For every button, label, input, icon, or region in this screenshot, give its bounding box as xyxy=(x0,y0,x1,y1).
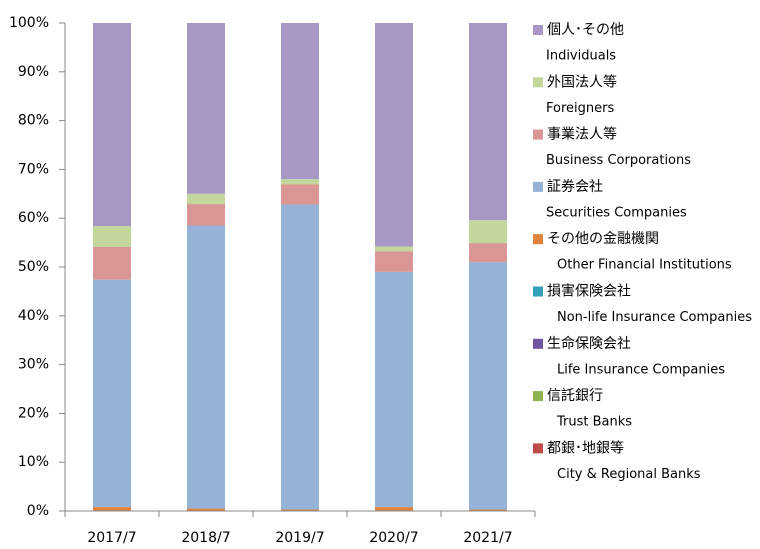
bar-segment xyxy=(469,23,507,221)
bar-segment xyxy=(469,509,507,511)
bar-segment xyxy=(281,179,319,185)
bar-segment xyxy=(93,246,131,280)
x-tick-label: 2018/7 xyxy=(181,530,230,546)
legend-label: 個人･その他 xyxy=(547,22,624,38)
bar-segment xyxy=(281,509,319,511)
legend-label: 都銀･地銀等 xyxy=(547,439,624,456)
legend-label-en: Non-life Insurance Companies xyxy=(557,310,752,325)
legend-swatch xyxy=(533,443,543,454)
bar-segment xyxy=(281,204,319,510)
y-tick-label: 100% xyxy=(9,15,49,31)
bar-segment xyxy=(187,23,225,194)
legend-label-en: Securities Companies xyxy=(546,205,687,220)
bar-segment xyxy=(469,262,507,510)
legend-label-en: City & Regional Banks xyxy=(557,467,701,482)
legend-label-en: Other Financial Institutions xyxy=(557,258,732,273)
legend-swatch xyxy=(533,391,543,402)
y-tick-label: 20% xyxy=(18,405,49,421)
bar-segment xyxy=(375,246,413,252)
legend-label: 損害保険会社 xyxy=(547,284,631,300)
x-tick-label: 2021/7 xyxy=(463,530,512,546)
y-tick-label: 80% xyxy=(18,113,49,129)
bar-segment xyxy=(187,225,225,509)
y-tick-label: 0% xyxy=(27,503,49,519)
legend-swatch xyxy=(533,25,543,35)
bar-segment xyxy=(93,279,131,508)
bar-segment xyxy=(375,23,413,247)
bar-segment xyxy=(469,243,507,263)
legend-label: 証券会社 xyxy=(547,179,603,195)
legend-swatch xyxy=(533,129,543,140)
legend-swatch xyxy=(533,286,543,297)
bar-segment xyxy=(375,507,413,511)
y-tick-label: 40% xyxy=(18,308,49,324)
bar-segment xyxy=(93,507,131,511)
bar-segment xyxy=(93,226,131,247)
x-tick-label: 2019/7 xyxy=(275,530,324,546)
legend-label: 生命保険会社 xyxy=(547,335,631,352)
legend-label-en: Foreigners xyxy=(546,101,614,116)
bar-segment xyxy=(281,184,319,205)
bar-segment xyxy=(375,251,413,272)
bar-segment xyxy=(187,193,225,205)
bar-segment xyxy=(187,204,225,226)
legend-swatch xyxy=(533,234,543,245)
legend-label: 事業法人等 xyxy=(547,126,617,143)
y-tick-label: 30% xyxy=(18,357,49,373)
legend-label: 信託銀行 xyxy=(547,388,603,404)
y-tick-label: 50% xyxy=(18,259,49,275)
legend-swatch xyxy=(533,181,543,192)
legend-swatch xyxy=(533,338,543,349)
legend-label-en: Trust Banks xyxy=(556,415,632,430)
y-tick-label: 70% xyxy=(18,161,49,177)
legend-label: 外国法人等 xyxy=(547,73,617,90)
legend-label-en: Business Corporations xyxy=(546,153,691,168)
x-tick-label: 2017/7 xyxy=(87,530,136,546)
y-tick-label: 10% xyxy=(18,454,49,470)
bar-segment xyxy=(281,23,319,180)
y-tick-label: 90% xyxy=(18,64,49,80)
bar-segment xyxy=(375,271,413,508)
legend-label: その他の金融機関 xyxy=(547,231,659,247)
x-tick-label: 2020/7 xyxy=(369,530,418,546)
bar-segment xyxy=(93,23,131,227)
legend-label-en: Life Insurance Companies xyxy=(557,362,725,377)
bar-segment xyxy=(187,508,225,511)
bar-segment xyxy=(469,220,507,244)
legend-label-en: Individuals xyxy=(546,49,616,64)
y-tick-label: 60% xyxy=(18,210,49,226)
legend-swatch xyxy=(533,77,543,88)
